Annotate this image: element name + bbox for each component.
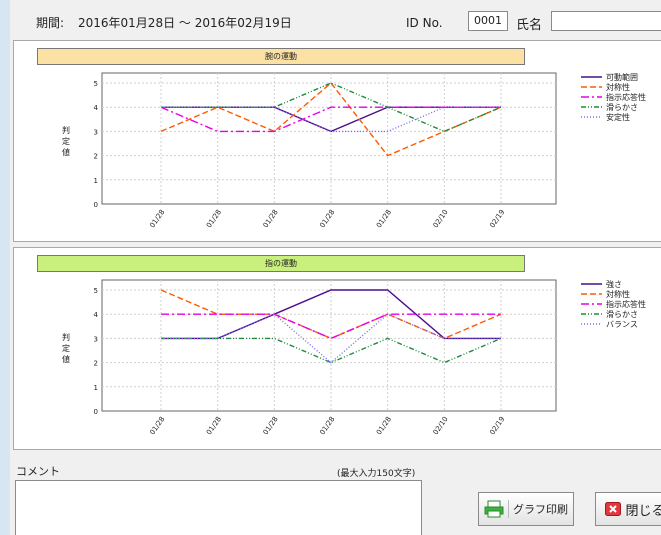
plot-area [101,279,557,412]
id-label: ID No. [406,16,443,30]
period-label: 期間: [36,16,65,30]
plot-area [101,72,557,205]
y-tick-label: 1 [94,177,98,185]
x-tick-label: 01/28 [375,415,393,436]
y-tick-label: 4 [94,311,99,319]
y-axis-label-char: 判 [62,125,70,135]
x-tick-label: 01/28 [148,415,166,436]
legend-label: バランス [606,320,638,329]
x-tick-label: 01/28 [318,415,336,436]
close-button[interactable]: 閉じる [595,492,661,526]
legend-label: 指示応答性 [606,299,646,309]
x-tick-label: 01/28 [262,208,280,229]
print-graph-label: グラフ印刷 [513,503,568,516]
name-field[interactable] [551,11,661,31]
id-field[interactable]: 0001 [468,11,508,31]
y-axis-label-char: 定 [62,343,70,353]
legend-label: 指示応答性 [606,92,646,102]
series-line [161,106,501,133]
printer-icon [484,500,504,518]
series-line [161,313,501,364]
y-axis-label-char: 値 [62,147,70,157]
legend-label: 滑らかさ [606,309,638,319]
series-line [161,82,502,133]
x-tick-label: 02/19 [488,415,506,436]
y-tick-label: 2 [94,153,98,161]
series-line [161,337,502,364]
y-tick-label: 5 [94,80,98,88]
x-tick-label: 02/19 [488,208,506,229]
x-tick-label: 02/10 [432,208,450,229]
y-tick-label: 2 [94,360,98,368]
period-value: 2016年01月28日 ～ 2016年02月19日 [78,16,292,30]
legend-label: 強さ [606,279,622,289]
max-input-note: (最大入力150文字) [337,469,416,479]
series-line [161,313,501,340]
y-tick-label: 3 [94,128,98,136]
y-tick-label: 5 [94,287,98,295]
arm-chart: 0 1 2 3 4 5 01/28 01/28 01/28 01/28 01/28 02/10 02/1… [62,72,646,229]
arm-chart-panel: 腕の運動 0 1 2 3 4 5 01/28 01/28 01/28 01/28 01/28 02/1… [13,40,661,242]
name-label: 氏名 [516,18,543,33]
y-axis-label: 判定値 [62,125,70,157]
y-axis-label-char: 定 [62,136,70,146]
series-line [160,106,501,133]
y-axis-label-char: 値 [62,354,70,364]
finger-chart: 0 1 2 3 4 5 01/28 01/28 01/28 01/28 01/28 02/10 02/1… [62,279,646,436]
y-tick-label: 0 [94,201,98,209]
x-tick-label: 01/28 [375,208,393,229]
y-tick-label: 3 [94,335,98,343]
comment-label: コメント [16,465,60,478]
y-axis-label: 判定値 [62,332,70,364]
series-line [160,81,502,157]
legend-label: 安定性 [606,112,630,122]
x-tick-label: 01/28 [205,208,223,229]
legend-label: 滑らかさ [606,102,638,112]
y-tick-label: 4 [94,104,99,112]
window: 期間: 2016年01月28日 ～ 2016年02月19日 ID No. 000… [10,0,661,535]
x-tick-label: 01/28 [148,208,166,229]
legend-label: 対称性 [606,82,630,92]
comment-input[interactable] [15,480,422,535]
header: 期間: 2016年01月28日 ～ 2016年02月19日 ID No. 000… [10,0,661,40]
button-separator [508,500,509,518]
legend-label: 対称性 [606,289,630,299]
y-tick-label: 0 [94,408,98,416]
y-tick-label: 1 [94,384,98,392]
x-tick-label: 02/10 [432,415,450,436]
y-axis-label-char: 判 [62,332,70,342]
finger-chart-panel: 指の運動 0 1 2 3 4 5 01/28 01/28 01/28 01/28 01/28 02/1… [13,247,661,450]
x-tick-label: 01/28 [205,415,223,436]
legend-label: 可動範囲 [606,72,638,82]
close-label: 閉じる [625,503,661,519]
x-tick-label: 01/28 [262,415,280,436]
finger-chart-title: 指の運動 [37,255,525,272]
print-graph-button[interactable]: グラフ印刷 [478,492,574,526]
arm-chart-title: 腕の運動 [37,48,525,65]
x-tick-label: 01/28 [318,208,336,229]
close-icon [605,502,622,516]
